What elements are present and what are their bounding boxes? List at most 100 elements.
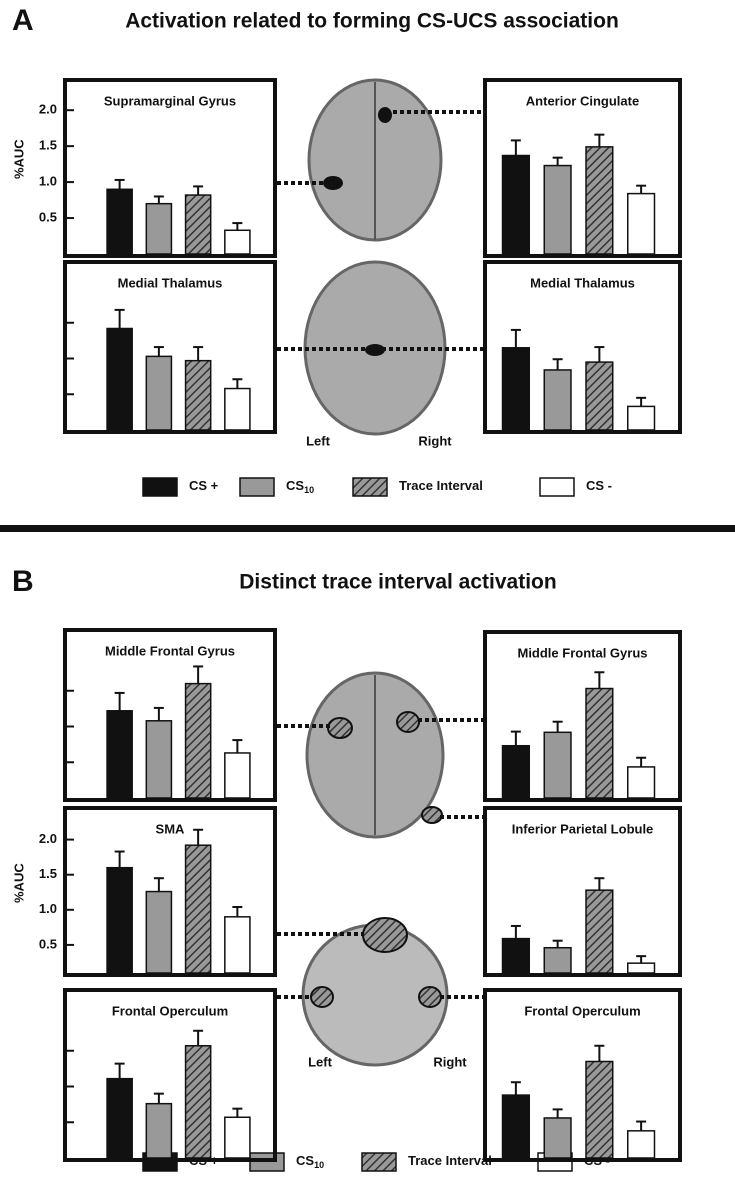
y-axis-label: %AUC (11, 863, 26, 903)
legend-text: CS (286, 478, 304, 493)
chart-frame (63, 260, 277, 434)
bar (627, 405, 656, 431)
bar (145, 720, 173, 799)
chart-title: Supramarginal Gyrus (104, 93, 236, 108)
bar (145, 202, 173, 255)
bar (627, 1130, 656, 1159)
chart-title: Inferior Parietal Lobule (512, 821, 654, 836)
bar (543, 164, 572, 255)
legend-text: CS - (586, 478, 612, 493)
section-letter: A (12, 4, 34, 37)
chart-frame (483, 806, 682, 977)
legend-text: Trace Interval (399, 478, 483, 493)
chart-frame (63, 628, 277, 802)
bar (106, 188, 133, 255)
bar (184, 359, 212, 431)
brain-images (301, 78, 449, 1067)
bar (585, 146, 614, 255)
brain-label: Left (306, 433, 331, 448)
brain-label: Right (418, 433, 452, 448)
y-axis-label: %AUC (11, 139, 26, 179)
chart-frame (483, 78, 682, 258)
chart-title: SMA (156, 821, 186, 836)
chart-frame (483, 260, 682, 434)
y-tick-label: 1.5 (39, 866, 57, 881)
section-title: Activation related to forming CS-UCS ass… (125, 10, 619, 33)
legend-text: CS + (189, 478, 219, 493)
legend-label: CS10 (286, 478, 314, 495)
legend-label: CS + (189, 478, 219, 493)
y-tick-label: 1.5 (39, 138, 57, 153)
chart-title: Anterior Cingulate (526, 93, 639, 108)
chart-title: Frontal Operculum (524, 1003, 640, 1018)
y-tick-label: 0.5 (39, 209, 57, 224)
bar (543, 731, 572, 799)
bar (585, 1060, 614, 1159)
bar (543, 1117, 572, 1159)
bar (145, 890, 173, 974)
bar (106, 710, 133, 799)
chart-frame (63, 78, 277, 258)
legend-text: Trace Interval (408, 1153, 492, 1168)
bar (224, 387, 251, 431)
bar (145, 355, 173, 431)
bar (184, 1045, 212, 1159)
bar (106, 866, 133, 974)
bar (145, 1102, 173, 1159)
bar (184, 844, 212, 974)
chart-frame (63, 988, 277, 1162)
legend-subscript: 10 (304, 485, 314, 495)
bar (501, 744, 530, 799)
legend-swatch (239, 477, 275, 497)
bar (543, 946, 572, 974)
bar (543, 369, 572, 431)
chart-title: Medial Thalamus (118, 275, 223, 290)
separator (0, 525, 735, 532)
section-letter: B (12, 565, 34, 598)
chart-title: Middle Frontal Gyrus (517, 645, 647, 660)
legend-swatch (361, 1152, 397, 1172)
legend-swatch (539, 477, 575, 497)
brain-label: Left (308, 1054, 333, 1069)
legend-subscript: 10 (314, 1160, 324, 1170)
chart-frame (63, 806, 277, 977)
chart-title: Medial Thalamus (530, 275, 635, 290)
y-tick-label: 1.0 (39, 174, 57, 189)
bar (224, 229, 251, 255)
bar (224, 1116, 251, 1159)
bar (501, 347, 530, 431)
bar (106, 1077, 133, 1159)
y-tick-label: 1.0 (39, 901, 57, 916)
legend-label: CS - (586, 478, 612, 493)
chart-title: Frontal Operculum (112, 1003, 228, 1018)
bar (184, 682, 212, 799)
section-title: Distinct trace interval activation (239, 571, 556, 594)
chart-title: Middle Frontal Gyrus (105, 643, 235, 658)
connectors (277, 110, 484, 999)
bar (585, 361, 614, 431)
bar (106, 327, 133, 431)
y-tick-label: 0.5 (39, 936, 57, 951)
bar (585, 687, 614, 799)
y-tick-label: 2.0 (39, 831, 57, 846)
bar (501, 937, 530, 974)
bar (627, 192, 656, 255)
bar (501, 1094, 530, 1159)
bar (224, 916, 251, 974)
bar (224, 752, 251, 799)
legend-label: Trace Interval (408, 1153, 492, 1168)
bar (627, 766, 656, 799)
legend-swatch (142, 477, 178, 497)
brain-label: Right (433, 1054, 467, 1069)
chart-frame (483, 630, 682, 802)
chart-frame (483, 988, 682, 1162)
legend-label: CS10 (296, 1153, 324, 1170)
bar (184, 194, 212, 255)
bar (627, 962, 656, 974)
bar (501, 154, 530, 255)
legend-swatch (352, 477, 388, 497)
legend-text: CS (296, 1153, 314, 1168)
y-tick-label: 2.0 (39, 102, 57, 117)
bar (585, 889, 614, 974)
